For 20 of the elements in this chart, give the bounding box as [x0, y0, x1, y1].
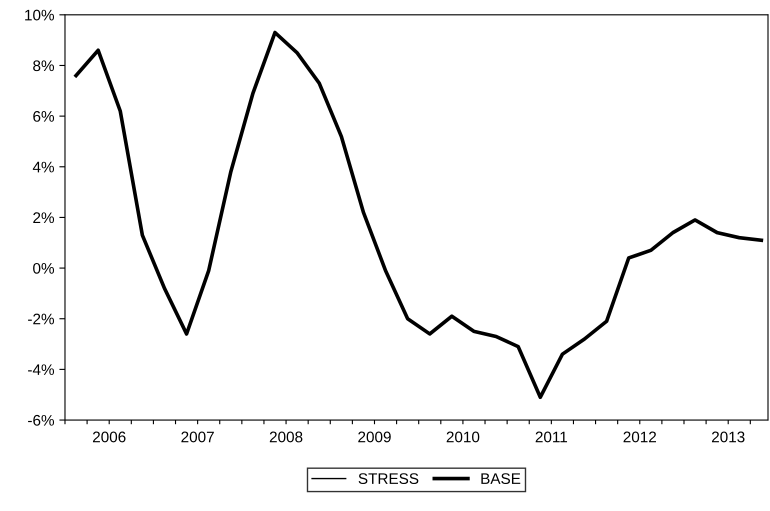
line-series — [74, 30, 764, 400]
y-tick-label: 8% — [33, 60, 54, 72]
x-tick-label: 2011 — [536, 432, 568, 442]
x-tick-label: 2007 — [181, 432, 214, 442]
y-tick-label: 2% — [33, 212, 54, 224]
x-tick-label: 2009 — [358, 432, 391, 442]
x-tick-label: 2010 — [446, 432, 480, 442]
y-tick-label: 10% — [25, 10, 54, 21]
y-tick-label: 0% — [33, 262, 54, 274]
y-tick-label: -2% — [28, 314, 54, 324]
legend-label: STRESS — [358, 473, 418, 484]
y-tick-label: 6% — [33, 110, 54, 122]
y-tick-label: -4% — [28, 364, 54, 376]
x-tick-label: 2013 — [712, 432, 745, 442]
legend-label: BASE — [481, 473, 520, 484]
y-tick-label: -6% — [28, 414, 54, 426]
x-tick-label: 2008 — [270, 432, 302, 442]
x-tick-label: 2012 — [624, 432, 656, 442]
y-tick-label: 4% — [32, 162, 54, 172]
x-tick-label: 2006 — [92, 432, 126, 442]
